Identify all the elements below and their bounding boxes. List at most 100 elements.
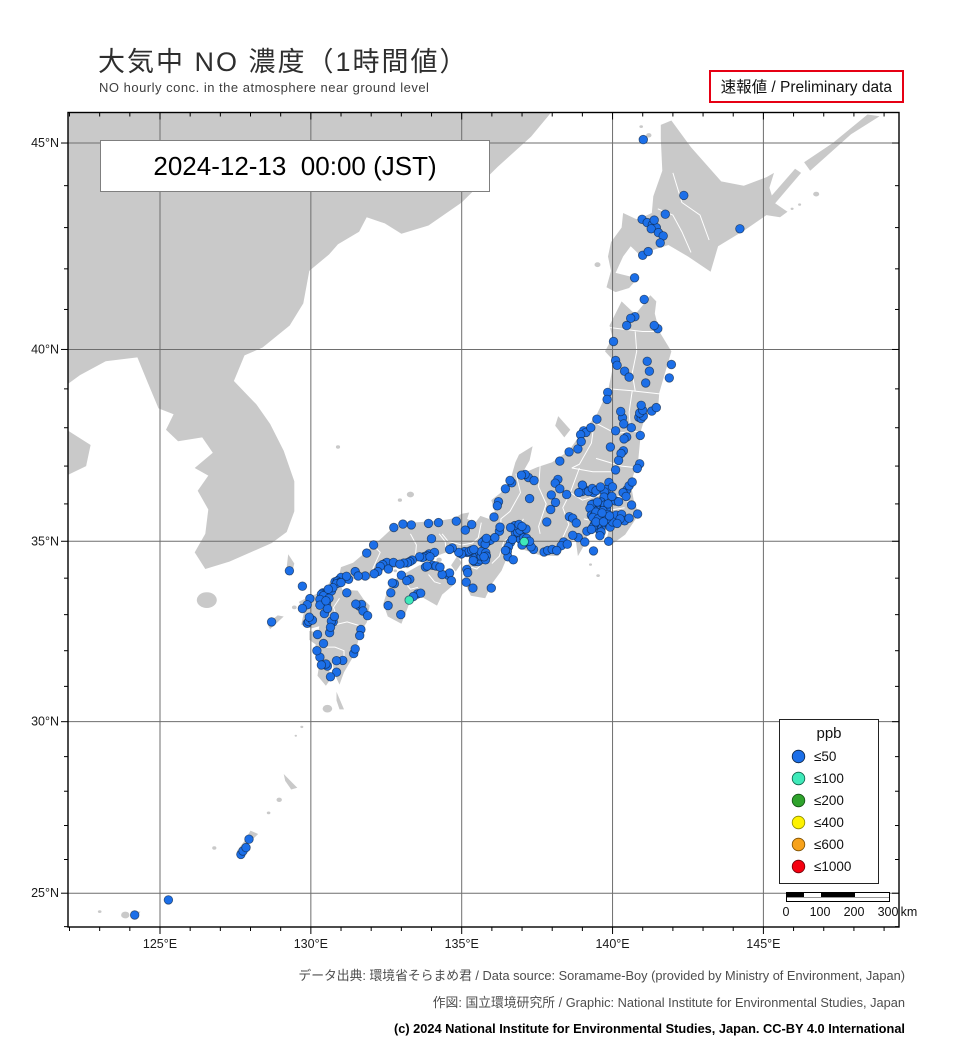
station-dot [489, 512, 499, 522]
station-dot [463, 568, 473, 578]
station-dot [638, 134, 649, 145]
legend-label: ≤1000 [814, 858, 852, 874]
station-dot [571, 518, 582, 528]
landmass [283, 774, 298, 790]
legend-box: ppb ≤50 ≤100 ≤200 ≤400 ≤600 ≤1000 [779, 719, 879, 884]
station-dot [642, 356, 652, 367]
station-dot [444, 544, 455, 555]
prefecture-border-line [609, 327, 660, 332]
lon-tick-label: 125°E [143, 937, 177, 951]
station-dot [613, 497, 624, 507]
station-dot [735, 224, 745, 234]
station-dot [612, 518, 622, 529]
station-dot [244, 834, 254, 844]
station-dot [406, 520, 417, 530]
legend-item-200: ≤200 [780, 789, 878, 811]
station-dot [603, 499, 613, 509]
prefecture-border-line [428, 574, 441, 585]
station-dot [316, 660, 327, 670]
station-dot [635, 430, 646, 441]
station-dot [481, 533, 492, 544]
prefecture-border-line [562, 467, 580, 538]
station-dot [655, 238, 665, 248]
small-island [322, 704, 333, 713]
station-dot [362, 611, 373, 621]
station-dot [580, 537, 590, 547]
data-source-line: データ出典: 環境省そらまめ君 / Data source: Soramame-… [298, 968, 905, 983]
station-dot [619, 434, 629, 444]
station-dot [435, 562, 445, 572]
station-dot [297, 581, 308, 591]
page-title: 大気中 NO 濃度（1時間値） [98, 47, 469, 77]
prefecture-border-line [672, 172, 710, 241]
lon-tick-label: 140°E [595, 937, 629, 951]
station-dot [592, 414, 602, 424]
station-dot [241, 842, 251, 853]
station-dot [529, 475, 539, 486]
landmass [336, 691, 344, 710]
station-dot [643, 246, 653, 257]
station-dot [486, 583, 497, 593]
small-island [813, 191, 820, 197]
legend-label: ≤50 [814, 748, 837, 764]
station-dot [460, 525, 471, 535]
legend-swatch-cyan-icon [791, 771, 806, 785]
station-dot [577, 480, 588, 490]
legend-swatch-orange-icon [791, 837, 806, 851]
station-dot [163, 895, 174, 905]
landmass [68, 430, 91, 475]
scale-bar-labels: 0 100 200 300 km [778, 905, 918, 921]
station-dot [619, 419, 629, 429]
station-dot [505, 475, 515, 486]
small-island [436, 557, 442, 562]
landmass [804, 114, 880, 171]
legend-item-400: ≤400 [780, 811, 878, 833]
legend-item-100: ≤100 [780, 767, 878, 789]
prefecture-border-line [571, 421, 595, 469]
station-dot [562, 489, 572, 500]
station-dot [550, 497, 561, 508]
lat-tick-label: 40°N [31, 342, 59, 356]
station-dot [555, 484, 565, 494]
prefecture-border-line [321, 646, 345, 660]
station-dot [632, 509, 643, 519]
legend-item-1000: ≤1000 [780, 855, 878, 877]
station-dot [595, 531, 605, 541]
station-dot [454, 547, 464, 558]
station-dot [500, 484, 511, 494]
legend-label: ≤100 [814, 770, 844, 786]
prefecture-border-line [597, 423, 643, 435]
station-dot [613, 455, 624, 466]
station-dot [598, 517, 609, 527]
station-dot [402, 576, 412, 586]
station-dot [608, 336, 619, 347]
station-dot [321, 596, 331, 606]
station-dot [636, 400, 646, 411]
lat-tick-label: 45°N [31, 136, 59, 150]
station-dot [546, 490, 557, 500]
page-subtitle: NO hourly conc. in the atmosphere near g… [99, 80, 430, 95]
station-dot [627, 477, 637, 487]
landmass [555, 416, 571, 438]
small-island [335, 445, 341, 449]
landmass [769, 168, 802, 205]
station-dot [325, 622, 336, 633]
station-dot [666, 359, 677, 370]
station-dot [607, 491, 617, 502]
station-dot [624, 372, 634, 382]
station-dot [266, 617, 277, 627]
legend-title: ppb [816, 725, 842, 742]
station-dot [568, 530, 578, 541]
station-dot [517, 521, 527, 532]
small-island [639, 125, 643, 128]
station-dot [492, 501, 503, 511]
landmass [338, 295, 672, 599]
scale-tick-label: 100 [809, 905, 831, 919]
station-dot [468, 583, 478, 593]
station-dot [467, 519, 477, 530]
station-dot [312, 629, 323, 640]
scale-tick-label: 0 [782, 905, 790, 919]
station-dot [605, 442, 616, 452]
station-dot [626, 313, 636, 324]
small-island [646, 133, 652, 138]
